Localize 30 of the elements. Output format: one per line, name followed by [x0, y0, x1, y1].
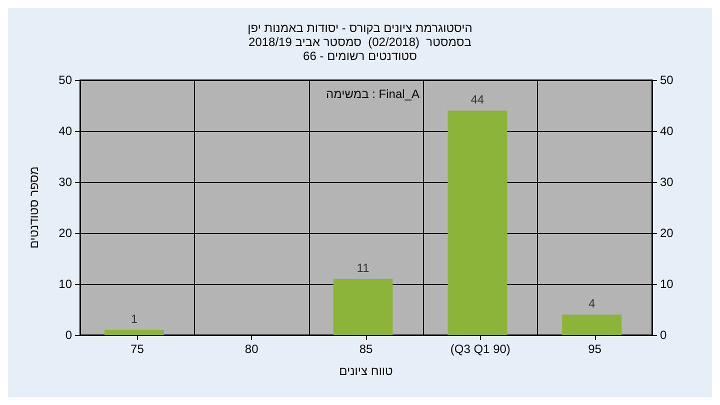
data-label: 11	[356, 260, 370, 275]
y-tick-label: 0	[65, 328, 72, 342]
bar	[448, 110, 508, 335]
x-tick-label: (Q3 Q1 90)	[450, 342, 510, 356]
y2-tick-label: 40	[660, 124, 674, 138]
y-tick-label: 50	[58, 73, 72, 87]
y-tick-label: 20	[58, 226, 72, 240]
y-tick-label: 10	[58, 277, 72, 291]
y2-tick-label: 30	[660, 175, 674, 189]
chart-title: היסטוגרמת ציונים בקורס - יסודות באמנות יפן	[248, 21, 472, 35]
bar	[104, 330, 164, 335]
data-label: 1	[130, 312, 138, 326]
x-tick-label: 80	[244, 342, 259, 356]
y2-tick-label: 50	[660, 73, 674, 87]
y-tick-label: 30	[58, 175, 72, 189]
x-tick-label: 95	[588, 342, 602, 356]
x-tick-label: 75	[130, 342, 144, 356]
chart-subtitle: בסמסטר (02/2018) סמסטר אביב 2018/19 סטודנטים רשומים - 66	[248, 35, 472, 63]
data-label: 44	[470, 92, 484, 107]
x-axis-title: טווח ציונים	[339, 364, 394, 378]
annotation: במשימה : Final_A	[326, 87, 420, 101]
y2-tick-label: 20	[660, 226, 674, 240]
y2-tick-label: 10	[660, 277, 674, 291]
y-tick-label: 40	[58, 124, 72, 138]
bar	[333, 278, 393, 335]
bar	[562, 314, 622, 335]
y-axis-title: מספר סטודנטים	[27, 166, 41, 249]
y2-tick-label: 0	[660, 328, 667, 342]
data-label: 4	[588, 296, 596, 311]
x-tick-label: 85	[359, 342, 373, 356]
